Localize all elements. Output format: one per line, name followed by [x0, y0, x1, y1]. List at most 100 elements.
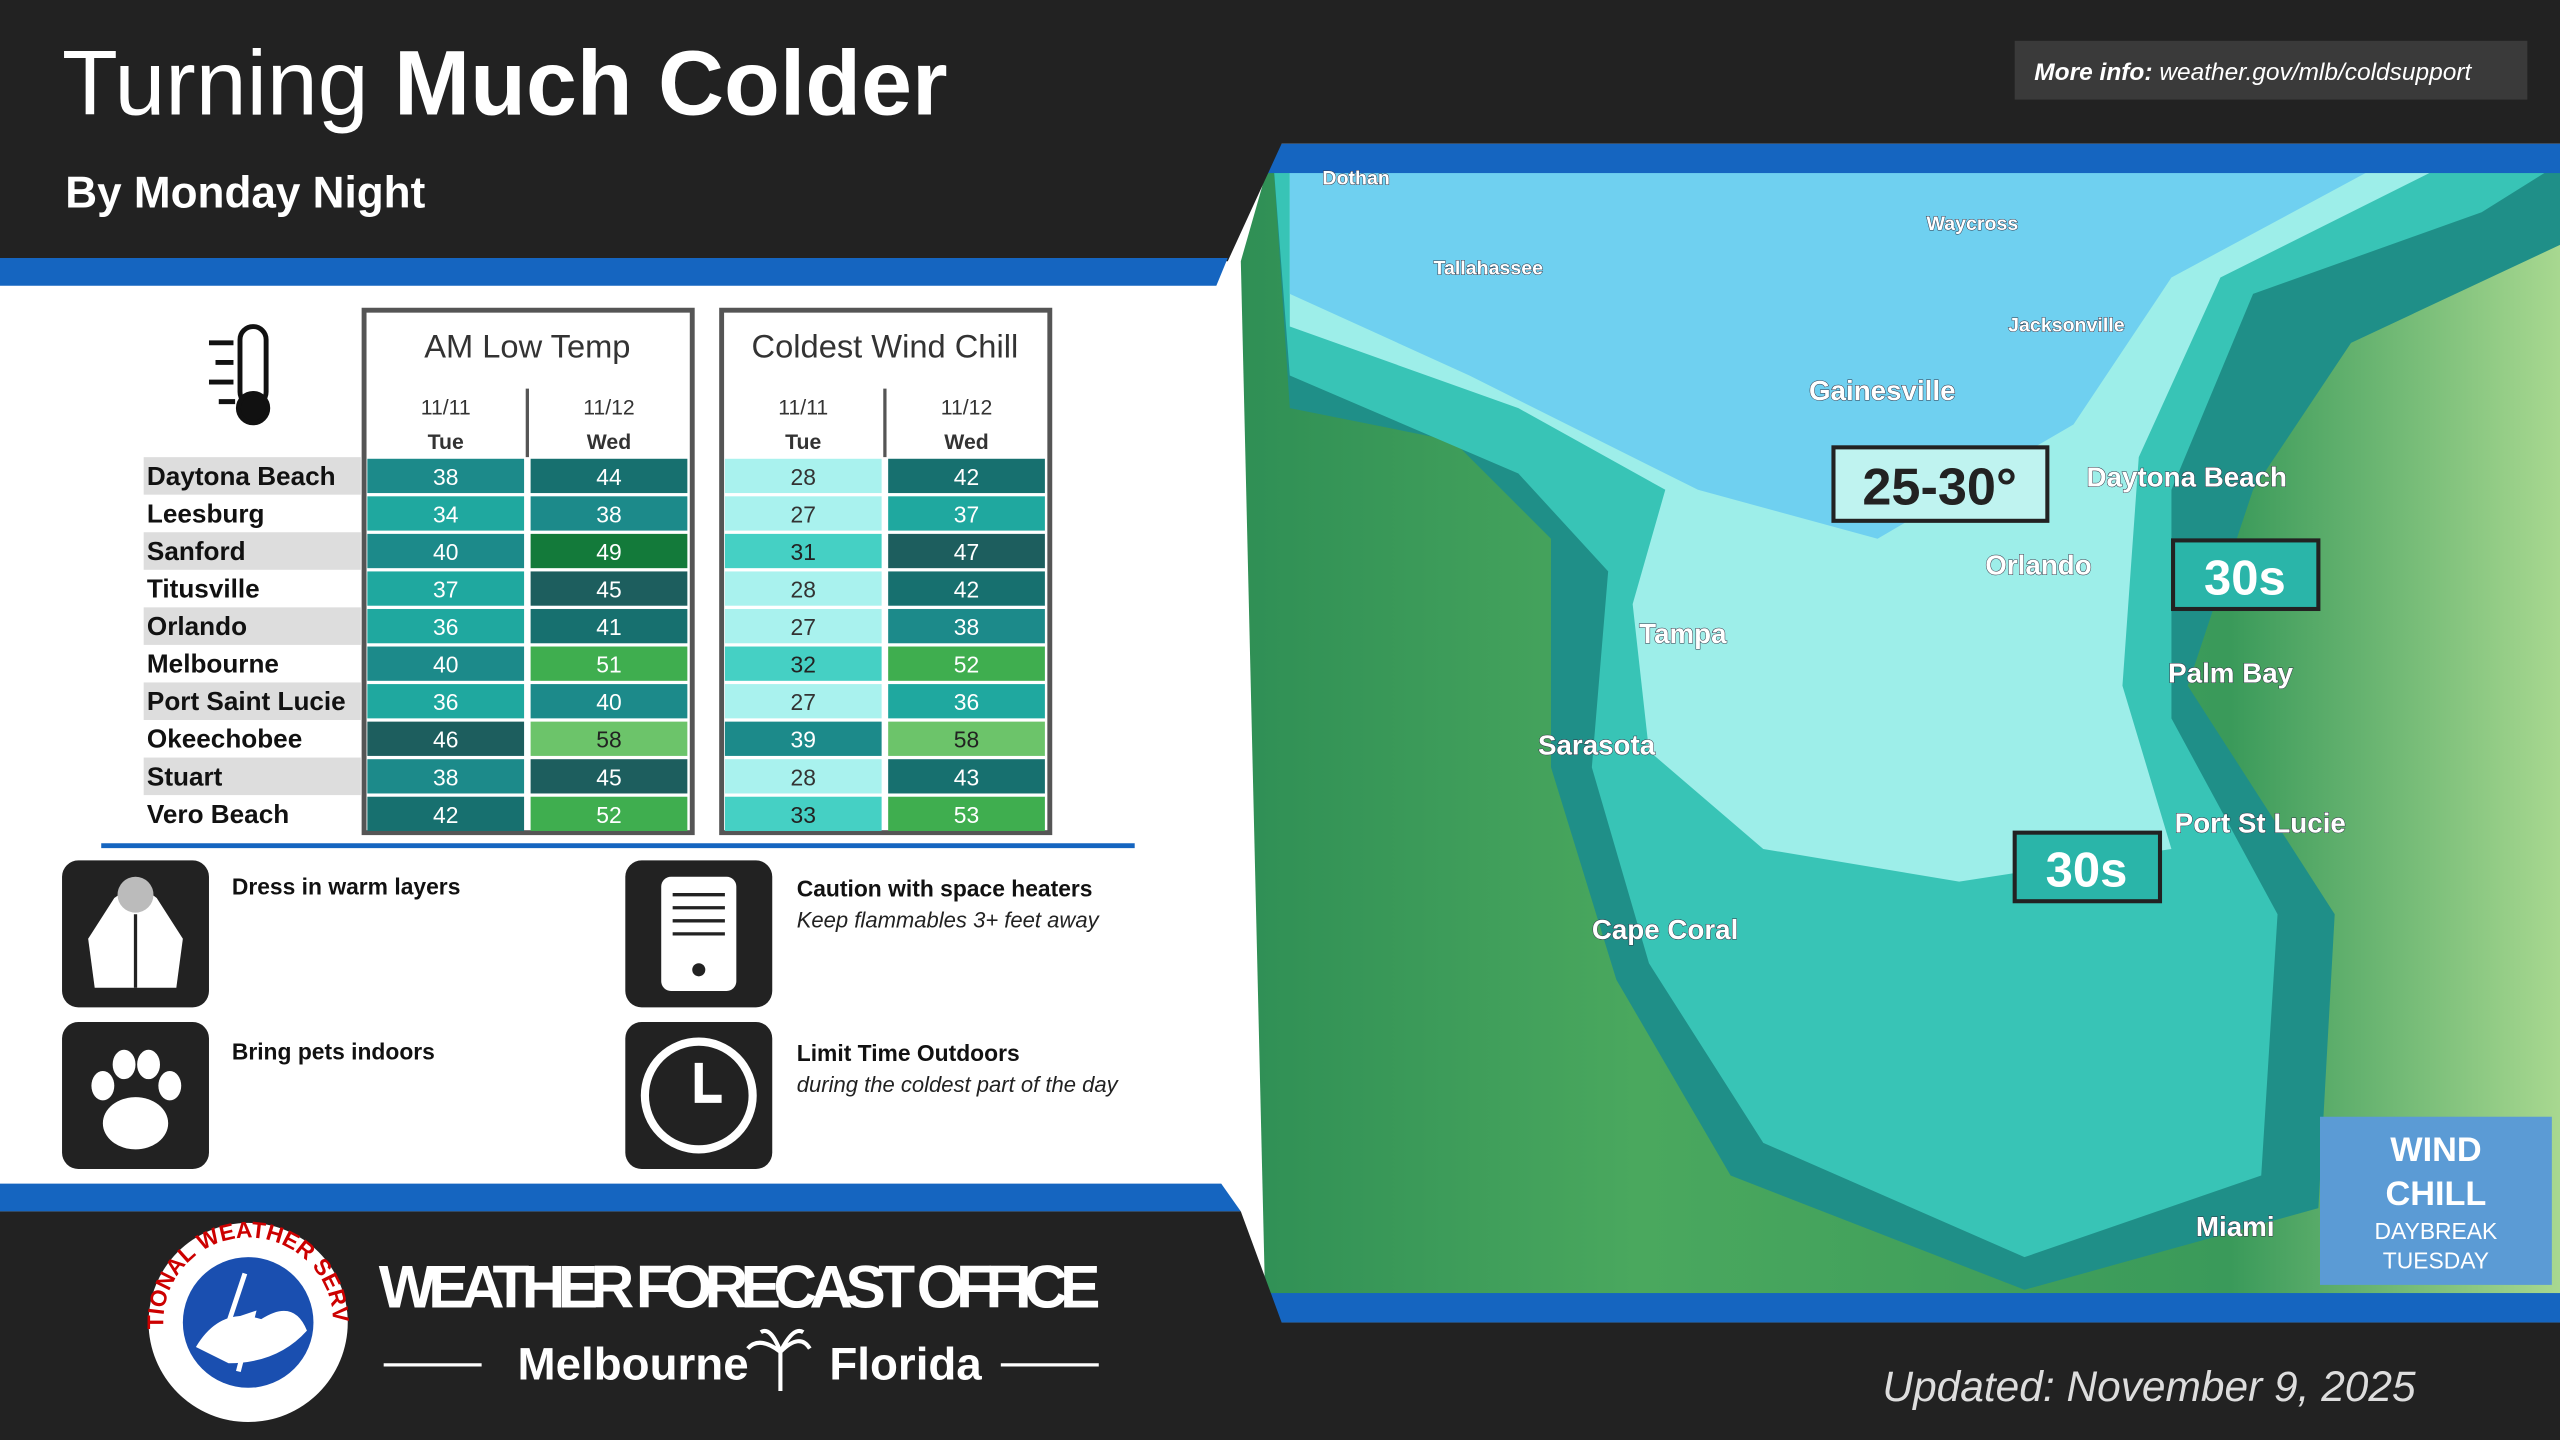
table-cell — [530, 684, 688, 719]
legend-text: WIND — [2390, 1131, 2481, 1169]
table-cell — [724, 721, 882, 756]
cell-value: 47 — [954, 539, 979, 565]
info-label: More info: — [2034, 59, 2152, 86]
cell-value: 41 — [596, 614, 621, 640]
table-cell — [888, 721, 1045, 756]
callout: 25-30° — [1831, 445, 2050, 523]
row-shade — [143, 682, 361, 720]
tables: Daytona Beach Leesburg Sanford Titusville Or… — [143, 307, 1053, 836]
table-title: Coldest Wind Chill — [752, 328, 1019, 365]
tip-title: Limit Time Outdoors — [797, 1040, 1020, 1066]
table-cell — [888, 684, 1045, 719]
place-label: Jacksonville — [2008, 314, 2125, 336]
cell-value: 36 — [954, 689, 979, 715]
map-top-bar — [1240, 143, 2560, 174]
callout-text: 30s — [2046, 844, 2128, 898]
table-cell — [367, 496, 525, 531]
place-label: Waycross — [1927, 213, 2019, 235]
day-label: Tue — [428, 431, 464, 454]
cell-value: 32 — [791, 652, 816, 678]
table-cell — [367, 458, 525, 494]
cell-value: 28 — [791, 577, 816, 603]
map-legend: WIND CHILL DAYBREAK TUESDAY — [2320, 1116, 2552, 1285]
city-name: Melbourne — [147, 649, 279, 679]
cell-value: 51 — [596, 652, 621, 678]
callout-text: 30s — [2204, 551, 2286, 605]
city-name: Sanford — [147, 536, 246, 566]
palm-icon — [746, 1328, 812, 1392]
place-label: Palm Bay — [2168, 657, 2294, 688]
place-label: Gainesville — [1809, 375, 1956, 406]
callout: 30s — [2171, 538, 2321, 612]
table-cell — [888, 646, 1045, 681]
row-shade — [143, 457, 361, 495]
cell-value: 27 — [791, 689, 816, 715]
table-cell — [724, 759, 882, 794]
table-cell — [530, 796, 688, 832]
tip-title: Dress in warm layers — [232, 874, 461, 900]
day-label: Wed — [944, 431, 988, 454]
day-label: Wed — [587, 431, 631, 454]
table-cell — [724, 608, 882, 644]
table-cell — [367, 608, 525, 644]
cell-value: 37 — [954, 501, 979, 527]
map: Dothan Waycross Tallahassee Jacksonville… — [1240, 143, 2560, 1323]
place-label: Daytona Beach — [2087, 462, 2287, 493]
table-cell — [530, 571, 688, 606]
tip: Caution with space heaters Keep flammabl… — [625, 860, 1101, 1008]
date-label: 11/12 — [941, 397, 993, 420]
place-label: Cape Coral — [1592, 914, 1739, 945]
cell-value: 27 — [791, 614, 816, 640]
city-name: Okeechobee — [147, 724, 302, 754]
tip-title: Caution with space heaters — [797, 875, 1093, 901]
tip-title: Bring pets indoors — [232, 1039, 435, 1065]
cell-value: 36 — [433, 689, 458, 715]
cell-value: 40 — [596, 689, 621, 715]
subtitle: By Monday Night — [65, 168, 425, 217]
map-bottom-bar — [1265, 1293, 2560, 1323]
cell-value: 38 — [954, 614, 979, 640]
table-cell — [724, 796, 882, 832]
cell-value: 45 — [596, 764, 621, 790]
cell-value: 42 — [954, 464, 979, 490]
city-name: Vero Beach — [147, 799, 289, 829]
thermometer-icon — [208, 324, 271, 426]
tip-detail: during the coldest part of the day — [797, 1072, 1120, 1097]
table-cell — [724, 496, 882, 531]
row-shade — [143, 532, 361, 570]
table-cell — [888, 608, 1045, 644]
cell-value: 39 — [791, 727, 816, 753]
table-cell — [530, 533, 688, 569]
cell-value: 52 — [954, 652, 979, 678]
cell-value: 53 — [954, 802, 979, 828]
cell-value: 33 — [791, 802, 816, 828]
place-label: Port St Lucie — [2175, 808, 2346, 839]
place-label: Tampa — [1639, 618, 1727, 649]
table-cell — [367, 571, 525, 606]
table-cell — [724, 646, 882, 681]
cell-value: 40 — [433, 652, 458, 678]
legend-text: CHILL — [2385, 1175, 2486, 1213]
table-cell — [724, 684, 882, 719]
header-stripe — [0, 257, 1228, 286]
date-label: 11/11 — [778, 397, 828, 420]
office-state: Florida — [829, 1339, 982, 1390]
title: Turning Much Colder — [62, 32, 947, 134]
cell-value: 36 — [433, 614, 458, 640]
table-cell — [888, 571, 1045, 606]
city-name: Stuart — [147, 761, 223, 791]
tip-detail: Keep flammables 3+ feet away — [797, 907, 1101, 932]
place-label: Miami — [2196, 1211, 2275, 1242]
city-name: Orlando — [147, 611, 247, 641]
callout-text: 25-30° — [1862, 458, 2016, 516]
table-cell — [724, 533, 882, 569]
info-url: weather.gov/mlb/coldsupport — [2159, 59, 2472, 86]
info-text: More info: weather.gov/mlb/coldsupport — [2034, 59, 2472, 86]
city-name: Port Saint Lucie — [147, 686, 346, 716]
cell-value: 49 — [596, 539, 621, 565]
cell-value: 27 — [791, 501, 816, 527]
office-name: WEATHER FORECAST OFFICE — [379, 1253, 1101, 1321]
table-cell — [530, 496, 688, 531]
updated: Updated: November 9, 2025 — [1882, 1363, 2416, 1410]
